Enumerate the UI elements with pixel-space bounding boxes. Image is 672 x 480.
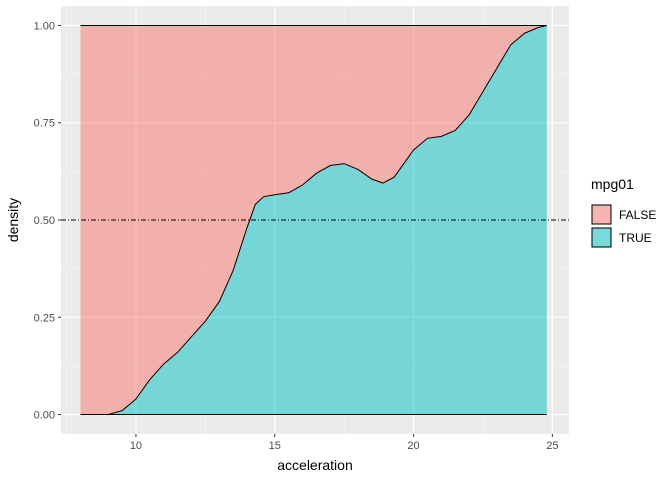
y-axis: 0.00 0.25 0.50 0.75 1.00 <box>34 20 61 422</box>
legend-title: mpg01 <box>591 176 634 192</box>
line-true-top <box>80 24 547 416</box>
y-tick-label: 0.25 <box>34 312 55 324</box>
legend: mpg01 FALSE TRUE <box>591 176 656 248</box>
x-axis: 10 15 20 25 <box>130 434 558 452</box>
legend-key-false <box>591 204 612 225</box>
x-tick-label: 15 <box>269 440 281 452</box>
x-tick-label: 25 <box>546 440 558 452</box>
legend-key-true <box>591 227 612 248</box>
legend-label-true: TRUE <box>619 231 652 245</box>
y-tick-label: 0.50 <box>34 215 55 227</box>
legend-label-false: FALSE <box>619 208 656 222</box>
density-lines <box>80 24 547 416</box>
y-axis-title: density <box>5 198 21 242</box>
x-tick-label: 10 <box>130 440 142 452</box>
y-tick-label: 0.75 <box>34 118 55 130</box>
y-tick-label: 1.00 <box>34 20 55 32</box>
y-tick-label: 0.00 <box>34 410 55 422</box>
x-axis-title: acceleration <box>277 457 353 473</box>
area-false <box>80 25 547 415</box>
x-tick-label: 20 <box>407 440 419 452</box>
